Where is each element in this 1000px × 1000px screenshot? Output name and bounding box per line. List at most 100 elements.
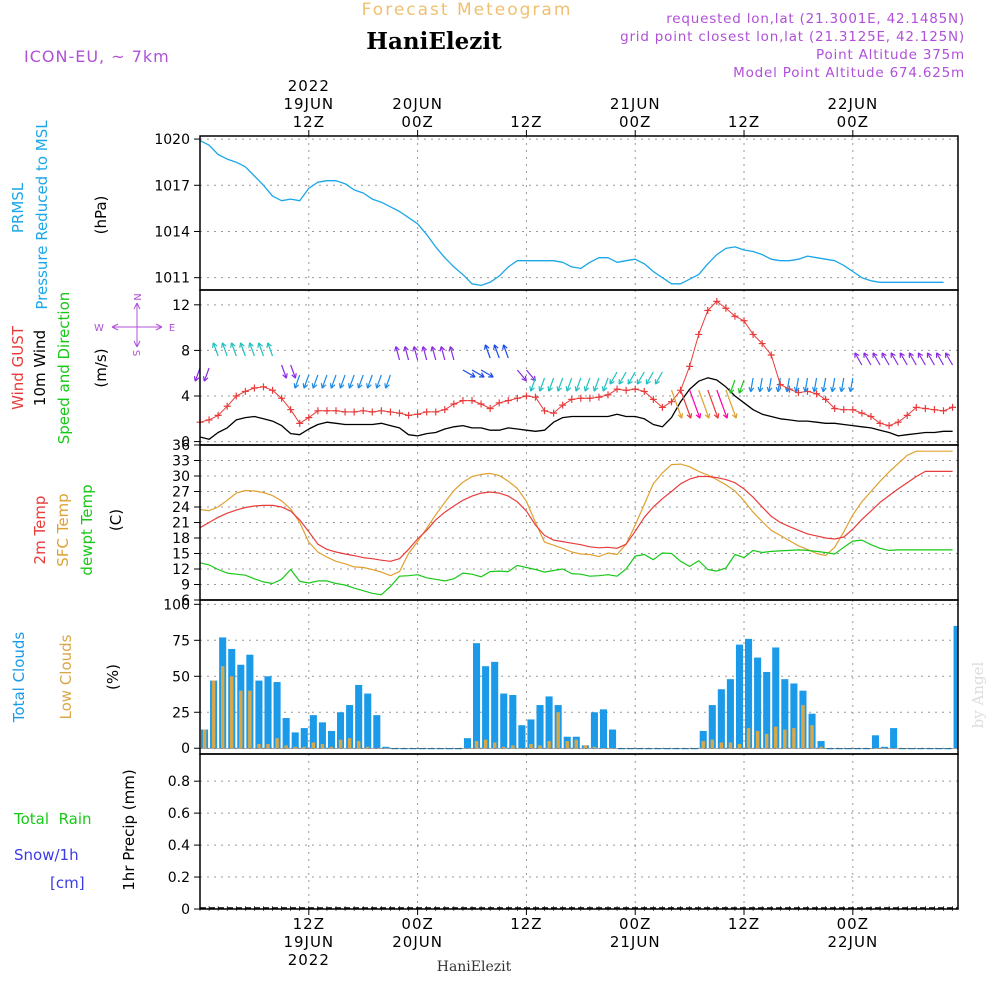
wind-arrow (525, 369, 536, 382)
pressure-unit-label: (hPa) (92, 196, 110, 235)
wind-arrow-shaft (431, 346, 437, 361)
gust-marker (359, 407, 367, 415)
gust-marker (486, 405, 494, 413)
wind-arrow-head (257, 342, 263, 348)
total-cloud-bar (899, 748, 907, 750)
panel-frames: 1011101410171020048126912151821242730333… (154, 130, 959, 918)
wind-arrow-shaft (330, 374, 337, 389)
wind-arrow-shaft (698, 389, 710, 419)
wind-arrow-head (282, 373, 288, 379)
wind-arrow-head (470, 372, 476, 378)
wind-arrow (944, 352, 954, 366)
dewpt-line (199, 539, 953, 596)
wind-arrow-head (221, 342, 227, 348)
wind-arrow-shaft (750, 377, 754, 392)
wind-arrow-head (266, 342, 272, 348)
wind-10m-label: 10m Wind (31, 330, 49, 406)
wind-arrow-shaft (484, 344, 491, 359)
wind-arrow-head (547, 386, 553, 392)
wind-arrow-shaft (795, 377, 800, 392)
y-tick-label: 1011 (154, 271, 190, 287)
wind-arrow (926, 352, 935, 366)
temp-unit-label: (C) (107, 509, 125, 531)
gust-marker (441, 406, 449, 414)
gust-marker (241, 387, 249, 395)
total-cloud-bar (853, 748, 861, 750)
wind-arrow-head (230, 342, 236, 348)
gust-marker (377, 407, 385, 415)
gust-marker (386, 408, 394, 416)
precip-unit-label: 1hr Precip (mm) (120, 769, 138, 890)
gust-marker (686, 362, 694, 370)
y-tick-label: 0 (181, 741, 190, 757)
wind-arrow (421, 346, 428, 361)
footer-station: HaniElezit (437, 959, 512, 975)
gust-marker (250, 384, 258, 392)
y-tick-label: 9 (181, 578, 190, 594)
cloud-labels: Total Clouds Low Clouds (%) (10, 632, 122, 724)
wind-arrow (698, 389, 711, 419)
low-cloud-bar (329, 746, 334, 749)
gust-marker (559, 401, 567, 409)
wind-arrow (193, 367, 201, 382)
wind-arrow-head (731, 413, 738, 419)
total-cloud-bar (491, 661, 499, 749)
wind-arrow (689, 389, 702, 419)
total-cloud-bar (717, 689, 725, 749)
requested-coords: requested lon,lat (21.3001E, 42.1485N) (666, 11, 965, 27)
gust-marker (658, 403, 666, 411)
wind-arrow (375, 374, 382, 389)
wind-arrow (439, 346, 446, 361)
wind-arrow-head (899, 352, 905, 358)
wind-arrow-head (784, 386, 791, 393)
low-cloud-bar (338, 739, 343, 749)
snow-unit-label: [cm] (50, 874, 85, 892)
wind-arrow-shaft (321, 374, 328, 389)
total-cloud-bar (835, 748, 843, 750)
gust-marker (332, 407, 340, 415)
wind-arrow (784, 377, 791, 393)
gust-marker (414, 410, 422, 418)
dewpt-label: dewpt Temp (78, 484, 96, 575)
gust-marker (314, 407, 322, 415)
wind-arrow-shaft (786, 377, 790, 392)
wind-arrow-shaft (768, 377, 772, 392)
wind-arrow (716, 389, 729, 419)
gust-marker (867, 413, 875, 421)
total-cloud-bar (645, 748, 653, 750)
wind-arrow-shaft (804, 377, 809, 392)
low-cloud-bar (483, 739, 488, 749)
low-cloud-bar (592, 746, 597, 749)
total-cloud-bar (545, 696, 553, 749)
gust-marker (423, 408, 431, 416)
gust-marker (522, 392, 530, 400)
gust-marker (568, 395, 576, 403)
wind-arrow-head (574, 386, 581, 392)
gust-marker (395, 409, 403, 417)
y-tick-label: 4 (181, 389, 190, 405)
gust-marker (912, 403, 920, 411)
total-cloud-bar (636, 748, 644, 750)
total-cloud-bar (318, 722, 326, 749)
wind-arrow-shaft (548, 377, 555, 392)
low-cloud-bar (257, 743, 261, 749)
wind-arrow (766, 377, 773, 393)
wind-arrow-head (521, 375, 527, 382)
wind-arrow (357, 374, 364, 389)
total-cloud-bar (871, 735, 880, 749)
wind-arrow (636, 371, 645, 385)
wind-arrow (725, 389, 738, 419)
panel-frame-precip (199, 753, 959, 910)
total-cloud-bar (427, 748, 435, 750)
top-axis-label: 12Z (293, 113, 325, 131)
wind-arrow-shaft (890, 352, 899, 366)
low-cloud-bar (755, 730, 760, 749)
wind-arrow-head (618, 379, 624, 385)
wind-arrow (728, 379, 736, 394)
wind-arrow-head (695, 413, 702, 419)
low-cloud-bar (284, 745, 288, 749)
wind-arrow-shaft (366, 374, 373, 389)
wind-arrow-shaft (716, 389, 728, 419)
low-cloud-bar (347, 738, 352, 749)
total-cloud-bar (500, 693, 508, 749)
